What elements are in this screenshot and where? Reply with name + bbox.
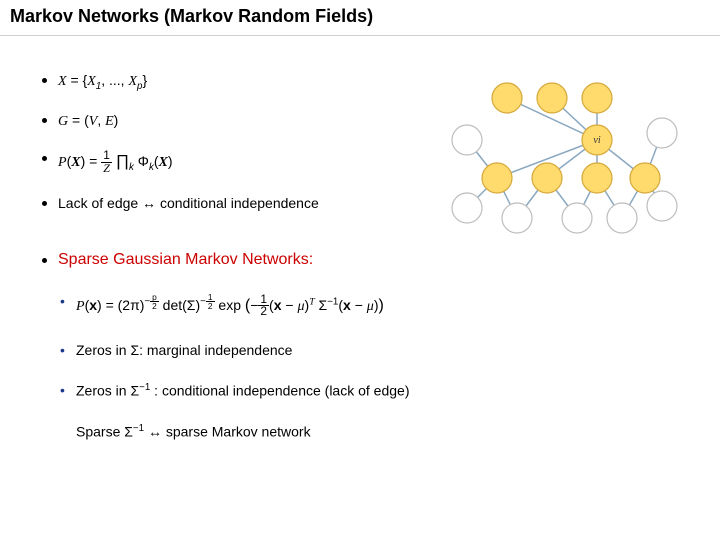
graph-node-label: vi (593, 135, 600, 146)
graph-node (452, 125, 482, 155)
gaussian-list: P(x) = (2π)−p2 det(Σ)−12 exp (−12(x − μ)… (40, 293, 692, 440)
graph-node-highlighted (532, 163, 562, 193)
graph-node-highlighted (482, 163, 512, 193)
graph-node (647, 118, 677, 148)
markov-network-diagram: vi (447, 78, 682, 238)
page-title: Markov Networks (Markov Random Fields) (10, 6, 710, 27)
slide-header: Markov Networks (Markov Random Fields) (0, 0, 720, 36)
bullet-zeros-sigma: Zeros in Σ: marginal independence (64, 342, 692, 358)
graph-node-highlighted (537, 83, 567, 113)
graph-node (647, 191, 677, 221)
graph-node (607, 203, 637, 233)
graph-node-highlighted (492, 83, 522, 113)
bullet-zeros-sigma-inv: Zeros in Σ−1 : conditional independence … (64, 382, 692, 399)
bullet-gaussian-density: P(x) = (2π)−p2 det(Σ)−12 exp (−12(x − μ)… (64, 293, 692, 319)
graph-node (502, 203, 532, 233)
graph-node (562, 203, 592, 233)
bullet-sparse-summary: Sparse Σ−1 ↔ sparse Markov network (64, 423, 692, 440)
graph-node-highlighted (582, 83, 612, 113)
graph-node (452, 193, 482, 223)
section-title: Sparse Gaussian Markov Networks: (40, 251, 692, 269)
graph-node-highlighted (582, 163, 612, 193)
graph-node-highlighted (630, 163, 660, 193)
